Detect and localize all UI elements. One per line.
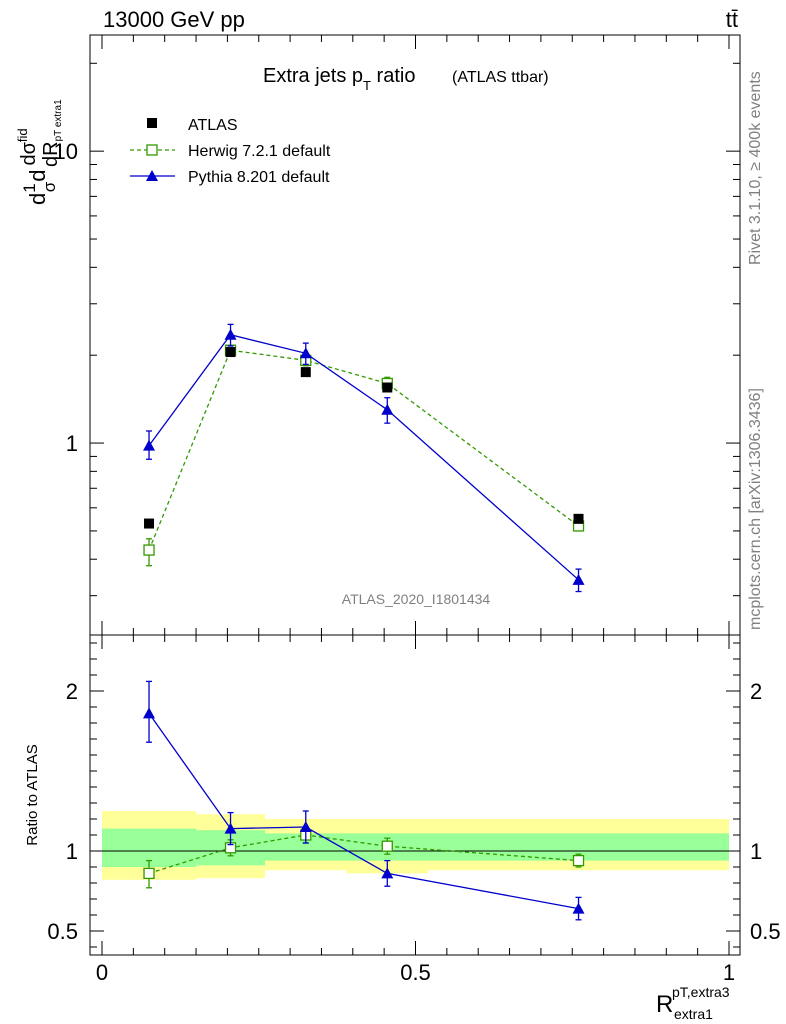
ratio-pythia-marker <box>381 867 394 879</box>
ratio-herwig-marker <box>381 840 393 852</box>
pythia-marker <box>381 403 394 415</box>
side-label-lower: mcplots.cern.ch [arXiv:1306.3436] <box>747 388 764 630</box>
atlas-series-group <box>144 347 584 529</box>
herwig-marker <box>143 544 155 556</box>
ratio-pythia-series-line <box>148 713 579 910</box>
ratio-pythia-marker <box>224 822 237 834</box>
atlas-marker <box>573 513 584 524</box>
main-title: Extra jets pT ratio <box>263 65 415 93</box>
ratio-herwig-marker <box>143 867 155 880</box>
legend-marker-pythia <box>146 170 158 181</box>
legend-marker-herwig <box>146 144 158 156</box>
main-ylabel: d1σd dσfid dRpT extra1 <box>15 99 64 205</box>
ylabel-dsig: dσ <box>18 141 40 165</box>
pythia-marker <box>299 347 312 359</box>
atlas-marker <box>300 367 311 378</box>
ylabel-one: 1 <box>20 183 39 192</box>
svg-text:d1σddσfid: d1σd dσfid <box>15 128 59 205</box>
ratio-herwig-marker <box>572 854 585 867</box>
ratio-series <box>143 680 585 921</box>
ratio-ytick-label-right: 0.5 <box>750 919 781 944</box>
ratio-ytick-label: 1 <box>66 839 78 864</box>
ratio-xtick-label: 0.5 <box>400 960 431 985</box>
ratio-pythia-marker <box>299 821 312 832</box>
ratio-ylabel: Ratio to ATLAS <box>24 744 41 845</box>
main-title-text-2: ratio <box>371 65 415 87</box>
pythia-marker <box>143 439 156 451</box>
main-ticks: 1 10 <box>54 35 740 635</box>
ratio-ytick-label: 2 <box>66 679 78 704</box>
ratio-xtick-label: 1 <box>723 960 735 985</box>
legend-marker-atlas <box>147 118 157 128</box>
main-ytick-label: 10 <box>54 139 78 164</box>
header-right: tt̄ <box>726 7 738 32</box>
pythia-series-group <box>143 323 585 593</box>
ratio-frame <box>89 634 741 956</box>
ratio-ytick-label-right: 1 <box>750 839 762 864</box>
header-left: 13000 GeV pp <box>103 7 245 32</box>
main-ytick-label: 1 <box>66 431 78 456</box>
ylabel-sigma: σ <box>40 181 59 192</box>
ylabel-pt-extra1: pT extra1 <box>53 99 64 141</box>
legend-label-pythia: Pythia 8.201 default <box>188 169 330 186</box>
ratio-panel: 0.5 0.5 1 1 2 2 0 0.5 1 Ratio to ATLAS R pT,extr… <box>24 634 781 1022</box>
ratio-bands <box>90 811 740 880</box>
svg-text:dRpT extra1: dRpT extra1 <box>40 99 64 167</box>
ratio-ticks: 0.5 0.5 1 1 2 2 0 0.5 1 <box>47 635 781 985</box>
ratio-pythia-series-group <box>143 680 585 921</box>
xlabel-R: R <box>656 991 673 1018</box>
ylabel-d2: d <box>25 170 50 182</box>
main-title-text: Extra jets p <box>263 65 363 87</box>
xlabel-sub: extra1 <box>674 1006 713 1022</box>
main-panel: 1 10 Extra jets pT ratio (ATLAS ttbar) AT… <box>15 34 741 636</box>
watermark: ATLAS_2020_I1801434 <box>342 591 491 607</box>
main-title-suffix: (ATLAS ttbar) <box>452 69 549 86</box>
atlas-marker <box>144 518 155 529</box>
herwig-series-line <box>148 349 579 551</box>
xlabel-sup: pT,extra3 <box>672 984 730 1000</box>
ratio-ytick-label: 0.5 <box>47 919 78 944</box>
ratio-xlabel: R pT,extra3 extra1 <box>656 984 730 1022</box>
ylabel-fid: fid <box>15 128 30 142</box>
main-title-subscript: T <box>363 78 371 93</box>
pythia-marker <box>224 328 237 340</box>
pythia-marker <box>572 573 585 585</box>
atlas-marker <box>225 347 236 358</box>
ratio-pythia-marker <box>143 707 156 719</box>
legend: ATLAS Herwig 7.2.1 default Pythia 8.201 … <box>130 117 331 186</box>
ratio-ytick-label-right: 2 <box>750 679 762 704</box>
herwig-series-group <box>143 344 585 567</box>
side-label-upper: Rivet 3.1.10, ≥ 400k events <box>747 71 764 265</box>
ylabel-d1: d <box>25 193 50 205</box>
ylabel-dR: dR <box>40 141 62 167</box>
pythia-series-line <box>148 334 579 581</box>
atlas-marker <box>382 382 393 393</box>
legend-label-herwig: Herwig 7.2.1 default <box>188 143 331 160</box>
ratio-xtick-label: 0 <box>96 960 108 985</box>
legend-label-atlas: ATLAS <box>188 117 238 134</box>
main-series <box>143 323 585 593</box>
ratio-pythia-marker <box>572 902 585 914</box>
